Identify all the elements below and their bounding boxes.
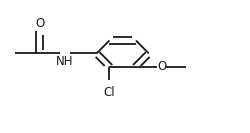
Text: O: O — [35, 17, 44, 30]
Text: NH: NH — [56, 55, 73, 68]
Text: O: O — [157, 60, 166, 73]
Text: Cl: Cl — [104, 86, 115, 99]
